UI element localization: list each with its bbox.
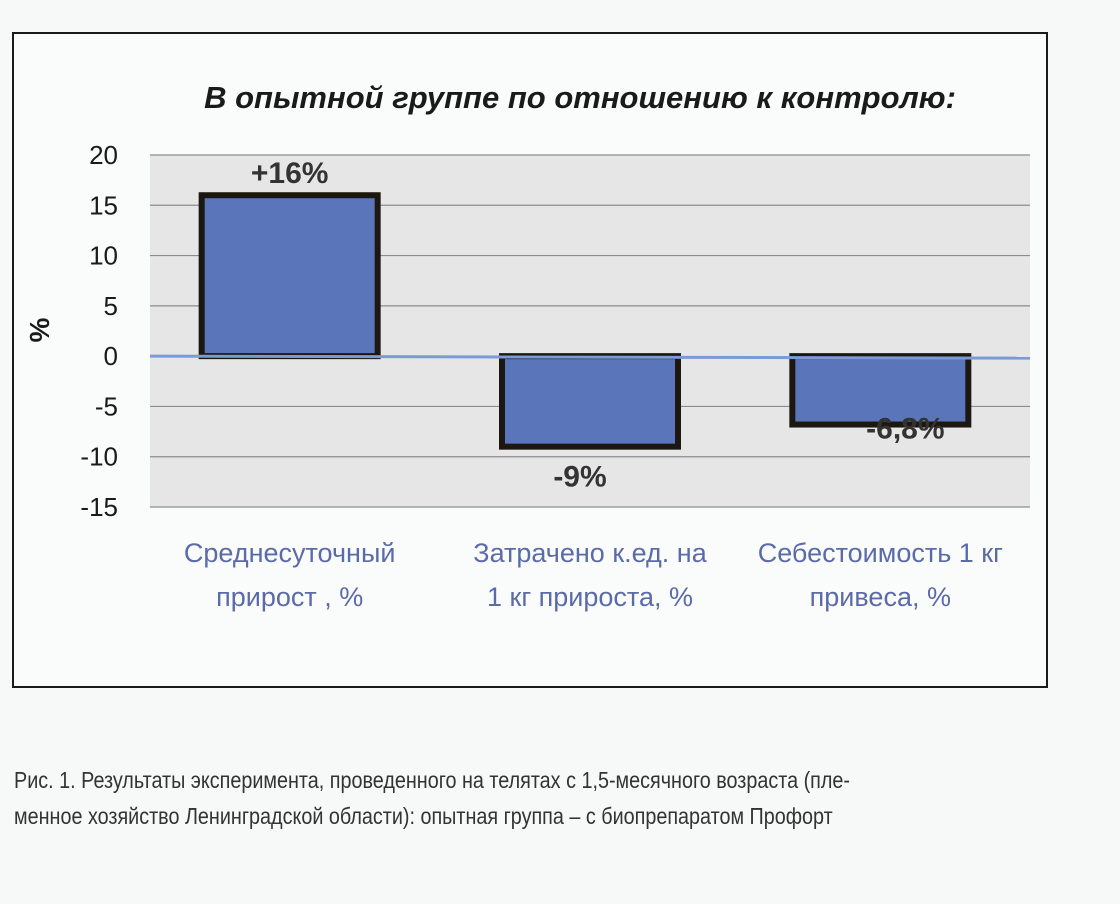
chart-title: В опытной группе по отношению к контролю… [204,80,956,115]
data-label: -9% [553,461,606,494]
y-axis-label: % [24,317,55,342]
data-label: -6,8% [866,413,944,446]
figure-caption: Рис. 1. Результаты эксперимента, проведе… [14,762,951,834]
caption-line-2: менное хозяйство Ленинградской области):… [14,803,833,829]
caption-line-1: Рис. 1. Результаты эксперимента, проведе… [14,767,851,793]
bar [198,192,381,360]
category-label: Среднесуточный [184,538,396,568]
bar [499,353,681,450]
bar-chart: 20 15 10 5 0 -5 -10 -15% +16% Среднесуточный приро… [24,140,1031,612]
category-label: привеса, % [810,582,951,612]
zero-line [149,354,1031,360]
y-tick-label: 0 [104,341,118,371]
y-tick-label: -5 [95,391,118,421]
y-tick-label: 15 [89,190,118,220]
y-tick-label: 5 [104,291,118,321]
y-tick-label: -10 [80,442,118,472]
bar [789,353,972,428]
category-label: прирост , % [216,582,363,612]
category-label: Затрачено к.ед. на [473,538,707,568]
y-tick-label: -15 [80,492,118,522]
category-label: Себестоимость 1 кг [758,538,1003,568]
y-tick-label: 20 [89,140,118,170]
y-tick-label: 10 [89,241,118,271]
category-label: 1 кг прироста, % [487,582,693,612]
data-label: +16% [251,157,329,190]
